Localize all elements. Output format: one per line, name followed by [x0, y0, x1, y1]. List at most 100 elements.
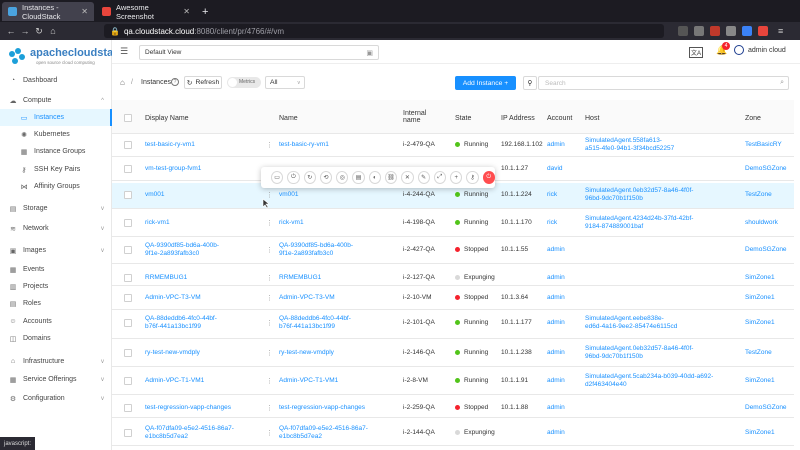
instance-name-link[interactable]: Admin-VPC-T3-VM — [279, 294, 335, 301]
row-checkbox[interactable] — [124, 404, 132, 412]
row-actions-icon[interactable]: ⋮ — [266, 350, 273, 357]
sidebar-item-configuration[interactable]: ⚙ Configuration v — [0, 390, 112, 407]
tab-instances[interactable]: Instances - CloudStack ✕ — [2, 2, 94, 21]
column-header-display-name[interactable]: Display Name — [145, 115, 189, 122]
zone-link[interactable]: SimZone1 — [745, 294, 775, 301]
column-header-name[interactable]: Name — [279, 115, 298, 122]
zone-link[interactable]: DemoSGZone — [745, 246, 787, 253]
sidebar-item-compute[interactable]: ☁ Compute ^ — [0, 92, 112, 109]
instance-name-link[interactable]: QA-9390df85-bd6a-400b- 9f1e-2a893fafb3c0 — [279, 242, 354, 257]
host-link[interactable]: SimulatedAgent.0eb32d57-8a46-4f0f- 96bd-9… — [585, 187, 694, 202]
account-link[interactable]: admin — [547, 349, 565, 356]
table-row[interactable] — [112, 311, 794, 339]
search-input[interactable]: Search ⌕ — [538, 76, 789, 90]
home-icon[interactable]: ⌂ — [50, 26, 56, 36]
account-link[interactable]: admin — [547, 274, 565, 281]
column-header-internal-name[interactable]: Internal name — [403, 110, 427, 124]
row-checkbox[interactable] — [124, 165, 132, 173]
row-actions-icon[interactable]: ⋮ — [266, 320, 273, 327]
account-link[interactable]: rick — [547, 191, 558, 198]
console-icon[interactable]: ▭ — [271, 171, 284, 184]
display-name-link[interactable]: rick-vm1 — [145, 219, 170, 226]
row-actions-icon[interactable]: ⋮ — [266, 405, 273, 412]
instance-name-link[interactable]: QA-88deddb6-4fc0-44bf-b76f-441a13bc1f99 — [279, 315, 351, 330]
detach-icon[interactable]: ✕ — [401, 171, 414, 184]
forward-icon[interactable]: → — [20, 26, 30, 36]
zone-link[interactable]: shouldwork — [745, 219, 778, 226]
account-link[interactable]: rick — [547, 219, 558, 226]
sidebar-item-projects[interactable]: ▥ Projects — [0, 278, 112, 295]
row-actions-icon[interactable]: ⋮ — [266, 275, 273, 282]
add-icon[interactable]: + — [450, 171, 463, 184]
account-link[interactable]: admin — [547, 294, 565, 301]
host-link[interactable]: SimulatedAgent.5cab234a-b039-40dd-a692- d… — [585, 373, 714, 388]
row-actions-icon[interactable]: ⋮ — [266, 295, 273, 302]
account-link[interactable]: admin — [547, 319, 565, 326]
row-checkbox[interactable] — [124, 246, 132, 254]
edit-icon[interactable]: ✎ — [417, 171, 430, 184]
column-header-ip-address[interactable]: IP Address — [501, 115, 535, 122]
account-link[interactable]: admin — [547, 377, 565, 384]
sidebar-item-domains[interactable]: ◫ Domains — [0, 330, 112, 347]
filter-icon[interactable]: ⚲ — [523, 76, 537, 90]
account-link[interactable]: admin — [547, 141, 565, 148]
display-name-link[interactable]: QA-9390df85-bd6a-400b- 9f1e-2a893fafb3c0 — [145, 242, 220, 257]
table-row[interactable] — [112, 238, 794, 264]
zone-link[interactable]: DemoSGZone — [745, 404, 787, 411]
url-field[interactable]: 🔒 qa.cloudstack.cloud:8080/client/pr/476… — [104, 24, 664, 38]
attach-iso-icon[interactable]: ◐ — [368, 171, 381, 184]
snapshot-icon[interactable]: ◎ — [336, 171, 349, 184]
sidebar-item-images[interactable]: ▣ Images v — [0, 242, 112, 259]
host-link[interactable]: SimulatedAgent.eebe838e-ed6d-4a16-9ee2-8… — [585, 315, 678, 330]
backup-icon[interactable]: ▤ — [352, 171, 365, 184]
table-row[interactable] — [112, 211, 794, 237]
table-row[interactable] — [112, 341, 794, 367]
sidebar-item-ssh-key-pairs[interactable]: ⚷ SSH Key Pairs — [0, 161, 112, 178]
row-actions-icon[interactable]: ⋮ — [266, 192, 273, 199]
row-actions-icon[interactable]: ⋮ — [266, 142, 273, 149]
sidebar-item-kubernetes[interactable]: ✺ Kubernetes — [0, 126, 112, 143]
row-checkbox[interactable] — [124, 141, 132, 149]
home-breadcrumb-icon[interactable]: ⌂ — [120, 78, 125, 87]
display-name-link[interactable]: QA-f07dfa09-e5e2-4516-86a7- e1bc8b5d7ea2 — [145, 425, 234, 440]
row-checkbox[interactable] — [124, 319, 132, 327]
table-row[interactable] — [112, 421, 794, 446]
destroy-icon[interactable]: ⏻ — [482, 171, 495, 184]
display-name-link[interactable]: RRMEMBUG1 — [145, 274, 188, 281]
table-row[interactable] — [112, 133, 794, 157]
new-tab-button[interactable]: + — [202, 5, 209, 18]
zone-link[interactable]: TestZone — [745, 191, 772, 198]
row-checkbox[interactable] — [124, 349, 132, 357]
row-checkbox[interactable] — [124, 191, 132, 199]
metrics-toggle[interactable]: Metrics — [227, 77, 261, 88]
account-link[interactable]: admin — [547, 246, 565, 253]
link-icon[interactable]: ⛓ — [384, 171, 398, 184]
back-icon[interactable]: ← — [6, 26, 16, 36]
zone-link[interactable]: SimZone1 — [745, 377, 775, 384]
sidebar-item-accounts[interactable]: ☺ Accounts — [0, 313, 112, 330]
display-name-link[interactable]: vm-test-group-fvm1 — [145, 165, 202, 172]
host-link[interactable]: SimulatedAgent.4234d24b-37fd-42bf- 9184-8… — [585, 215, 694, 230]
sidebar-item-roles[interactable]: ▤ Roles — [0, 295, 112, 312]
zone-link[interactable]: SimZone1 — [745, 319, 775, 326]
zone-link[interactable]: TestBasicRY — [745, 141, 782, 148]
refresh-button[interactable]: ↻ Refresh — [184, 76, 222, 89]
account-link[interactable]: david — [547, 165, 563, 172]
column-header-zone[interactable]: Zone — [745, 115, 761, 122]
extension-icon[interactable] — [694, 26, 704, 36]
select-all-checkbox[interactable] — [124, 114, 132, 122]
table-row[interactable] — [112, 396, 794, 418]
display-name-link[interactable]: Admin-VPC-T3-VM — [145, 294, 201, 301]
row-actions-icon[interactable]: ⋮ — [266, 378, 273, 385]
tab-awesome-screenshot[interactable]: Awesome Screenshot ✕ — [96, 2, 196, 21]
display-name-link[interactable]: ry-test-new-vmdply — [145, 349, 200, 356]
zone-link[interactable]: SimZone1 — [745, 429, 775, 436]
user-name[interactable]: admin cloud — [748, 47, 786, 54]
account-link[interactable]: admin — [547, 429, 565, 436]
display-name-link[interactable]: test-regression-vapp-changes — [145, 404, 231, 411]
instance-name-link[interactable]: ry-test-new-vmdply — [279, 349, 334, 356]
table-row[interactable] — [112, 266, 794, 286]
instance-name-link[interactable]: test-regression-vapp-changes — [279, 404, 365, 411]
screenshot-extension-icon[interactable] — [758, 26, 768, 36]
row-checkbox[interactable] — [124, 219, 132, 227]
